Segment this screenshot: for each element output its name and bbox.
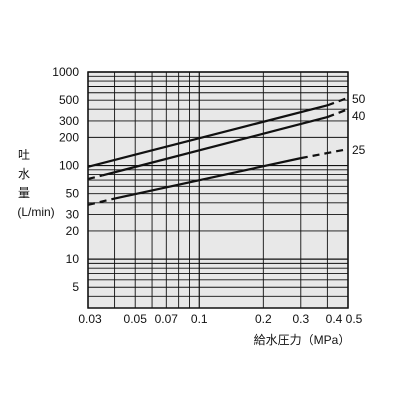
series-line-dashed-low [87,174,103,180]
series-line-dashed-high [326,96,349,107]
series-line-dashed-low [87,197,115,206]
y-tick-label: 100 [59,159,79,173]
y-axis-label-line-2: 水 [18,167,30,181]
x-axis-label: 給水圧力（MPa） [254,333,351,347]
y-tick-label: 200 [59,130,79,144]
y-tick-label: 10 [66,252,80,266]
y-axis-label-line-1: 吐 [18,148,30,162]
y-tick-label: 300 [59,114,79,128]
y-tick-label: 500 [59,93,79,107]
series-line-solid [87,104,328,168]
x-tick-label: 0.3 [292,312,309,326]
series-line-solid [114,157,302,200]
plot-background [88,72,348,308]
series-label: 50 [352,92,366,106]
y-tick-label: 1000 [52,65,79,79]
x-tick-label: 0.5 [346,312,363,326]
y-axis-ticks: 5 10 20 30 50 100 200 300 500 1000 [52,65,79,294]
plot-frame [87,71,349,309]
x-tick-label: 0.05 [124,312,148,326]
y-tick-label: 20 [66,224,80,238]
y-axis-label-line-3: 量 [18,186,30,200]
x-tick-label: 0.2 [255,312,272,326]
series-line-dashed-high [300,147,349,160]
y-tick-label: 5 [72,280,79,294]
x-tick-label: 0.07 [155,312,179,326]
series-layer [87,96,349,206]
series-label-layer: 50 40 25 [352,92,366,157]
series-label: 25 [352,143,366,157]
x-tick-label: 0.4 [326,312,343,326]
y-tick-label: 30 [66,207,80,221]
y-axis-label-line-4: (L/min) [17,205,54,219]
y-tick-label: 50 [66,187,80,201]
x-tick-label: 0.03 [78,312,102,326]
x-axis-ticks: 0.03 0.05 0.07 0.1 0.2 0.3 0.4 0.5 [78,312,362,326]
series-line-dashed-high [326,108,349,119]
series-line-solid [101,115,328,177]
x-tick-label: 0.1 [191,312,208,326]
series-label: 40 [352,109,366,123]
